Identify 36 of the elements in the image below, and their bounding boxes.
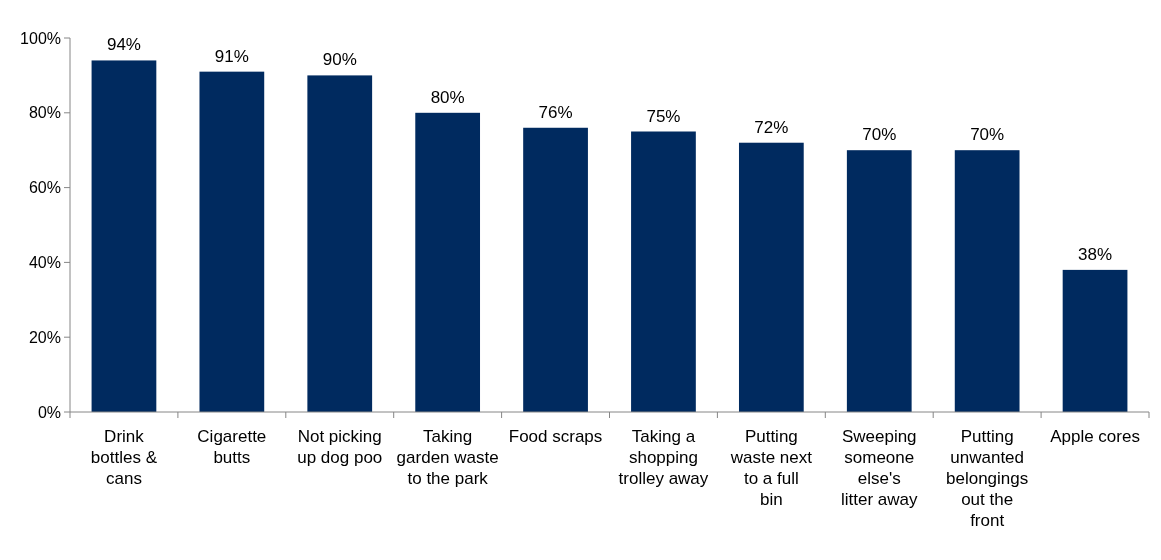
data-label: 94% <box>106 35 141 55</box>
bar <box>415 112 481 412</box>
y-tick-label: 0% <box>37 403 61 421</box>
bar <box>91 60 157 412</box>
x-tick-label: Taking garden waste to the park <box>396 427 499 488</box>
data-label: 70% <box>862 125 897 145</box>
x-tick-label: Not picking up dog poo <box>297 427 383 467</box>
data-label: 72% <box>754 117 789 137</box>
bar <box>199 71 265 412</box>
x-tick-label: Putting unwanted belongings out the front <box>946 427 1029 530</box>
data-label: 90% <box>322 50 357 70</box>
data-label: 38% <box>1078 244 1113 264</box>
bar <box>738 142 804 412</box>
data-label: 91% <box>214 46 249 66</box>
x-tick-label: Taking a shopping trolley away <box>618 427 709 488</box>
data-label: 70% <box>970 125 1005 145</box>
y-tick-label: 40% <box>28 254 61 271</box>
bar <box>846 150 912 412</box>
y-tick-label: 80% <box>28 104 61 122</box>
bar <box>954 150 1020 412</box>
bar <box>631 131 696 412</box>
x-tick-label: Cigarette butts <box>197 427 267 467</box>
x-tick-label: Apple cores <box>1050 427 1140 446</box>
x-tick-label: Sweeping someone else's litter away <box>840 427 919 509</box>
data-label: 76% <box>538 102 573 122</box>
bar <box>307 75 373 412</box>
x-tick-label: Food scraps <box>508 427 603 446</box>
x-tick-label: Putting waste next to a full bin <box>729 427 813 509</box>
y-tick-label: 60% <box>28 179 61 197</box>
y-tick-label: 20% <box>28 328 61 346</box>
y-tick-label: 100% <box>20 29 61 47</box>
bar <box>523 127 588 412</box>
data-label: 80% <box>430 87 465 107</box>
bar <box>1062 269 1128 412</box>
x-tick-label: Drink bottles & cans <box>90 427 158 488</box>
data-label: 75% <box>646 106 681 126</box>
